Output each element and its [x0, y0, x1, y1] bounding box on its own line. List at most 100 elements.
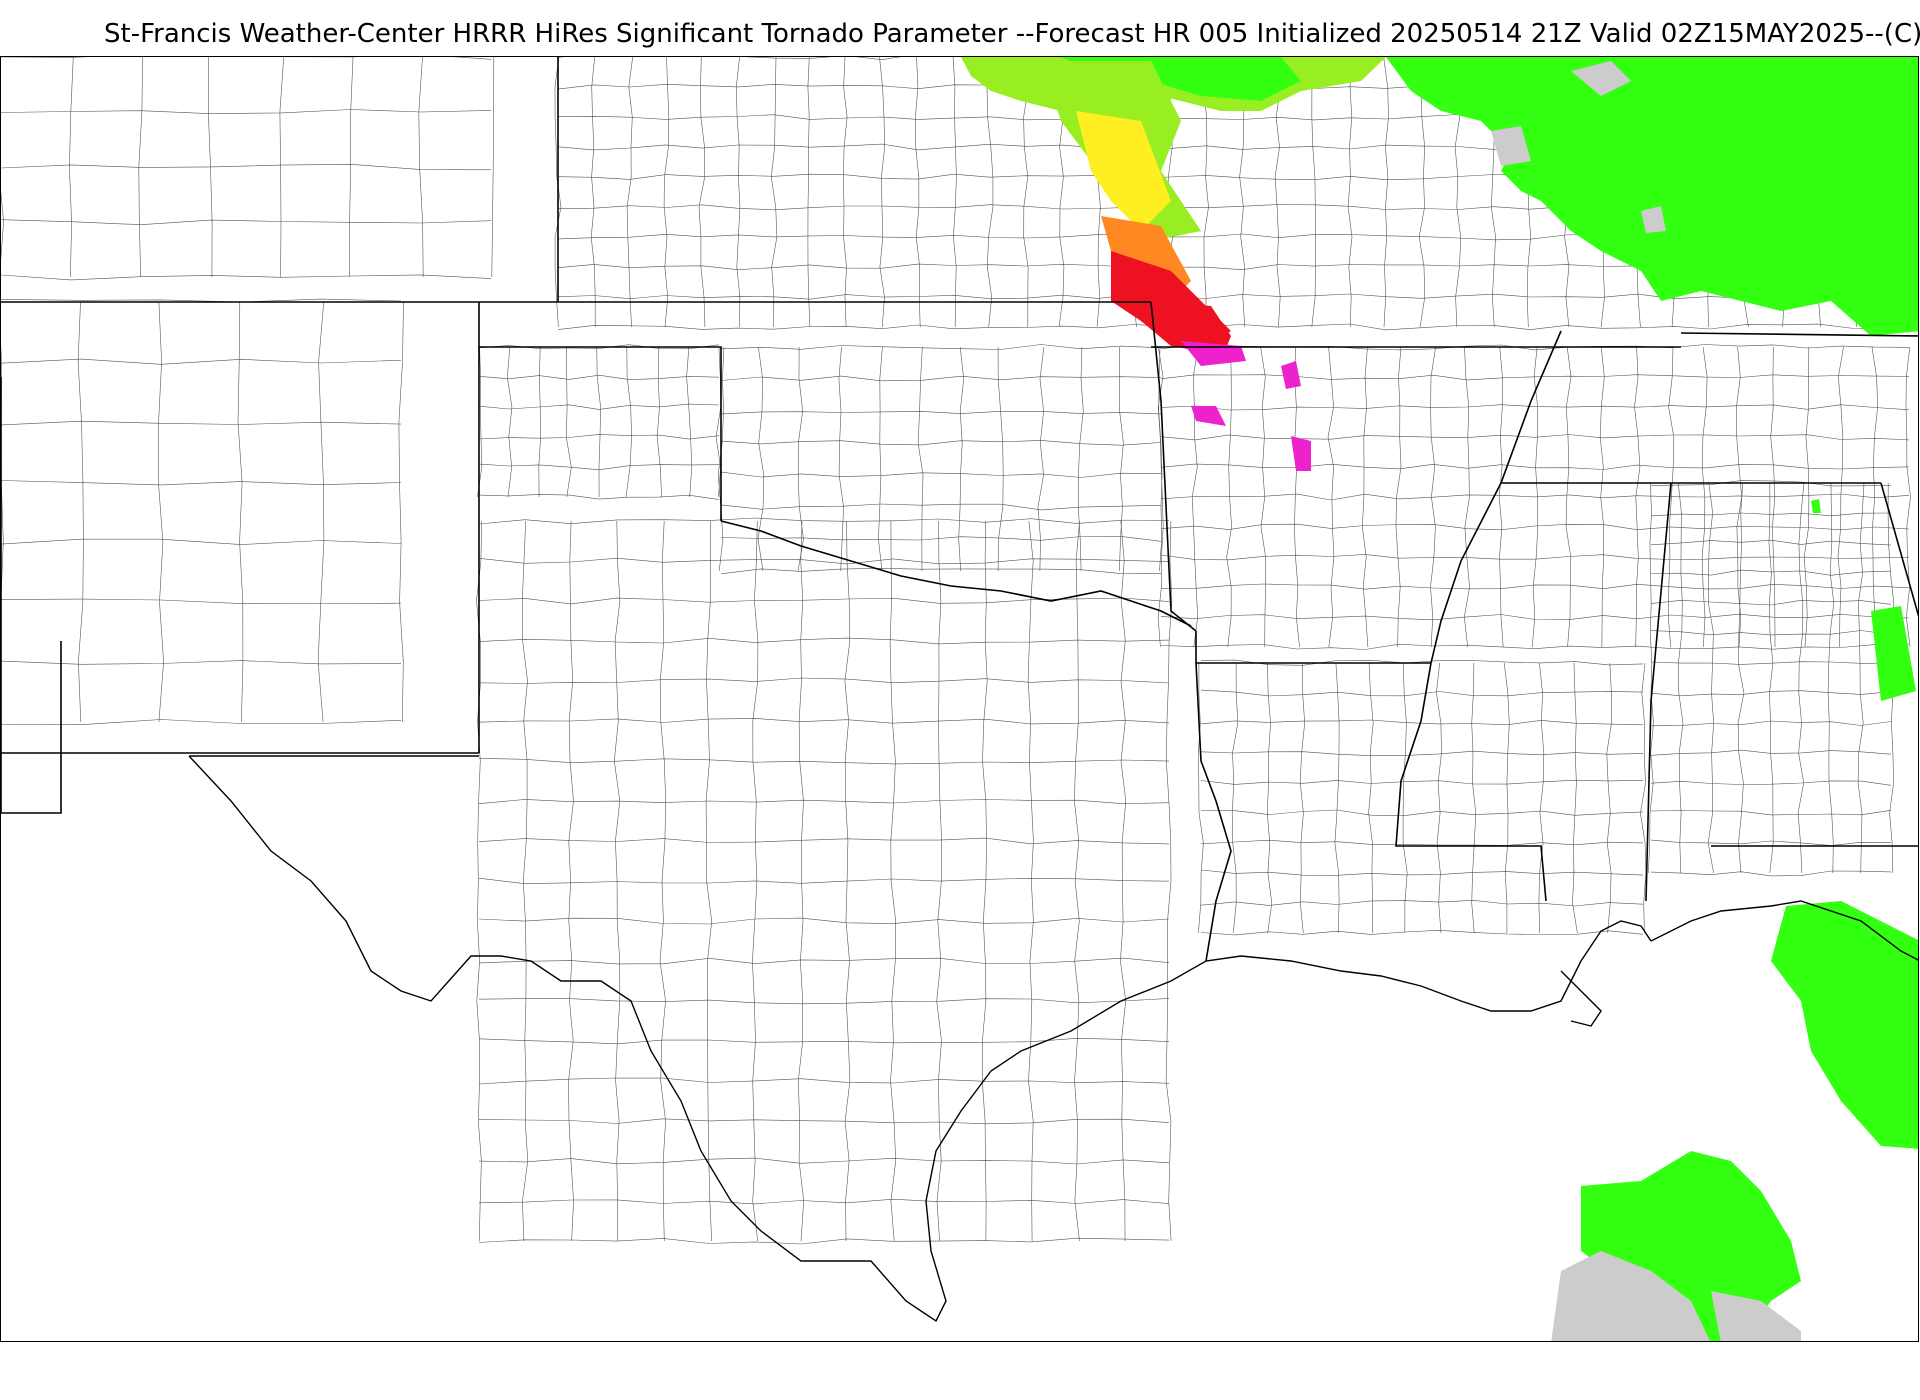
county-line	[1650, 810, 1892, 816]
county-line	[878, 346, 883, 572]
county-line	[478, 799, 1170, 805]
county-line	[1737, 482, 1745, 874]
county-line	[279, 57, 284, 278]
county-line	[1650, 870, 1892, 877]
county-line	[568, 520, 574, 1242]
county-line	[1, 719, 402, 726]
county-line	[1650, 539, 1892, 546]
county-line	[1, 274, 492, 281]
county-line	[1334, 662, 1340, 934]
county-line	[720, 344, 1162, 350]
county-line	[1650, 749, 1892, 756]
county-line	[1667, 346, 1675, 648]
county-line	[1160, 404, 1910, 411]
county-line	[158, 301, 164, 723]
green-strip-east	[1871, 606, 1916, 701]
county-line	[1200, 839, 1644, 846]
county-line	[1678, 482, 1684, 874]
county-line	[1857, 482, 1865, 874]
county-line	[478, 837, 1170, 845]
county-line	[77, 301, 84, 723]
county-line	[521, 520, 529, 1242]
county-line	[1383, 57, 1389, 328]
county-line	[1503, 662, 1510, 933]
county-line	[590, 57, 596, 327]
county-line	[1463, 346, 1470, 648]
green-dot-east	[1811, 499, 1821, 513]
county-line	[478, 1237, 1170, 1245]
county-line	[917, 346, 924, 572]
county-line	[1299, 662, 1306, 934]
county-line	[1837, 346, 1844, 648]
county-line	[478, 557, 1170, 565]
county-line	[1078, 346, 1084, 572]
county-line	[1648, 482, 1654, 874]
county-line	[478, 1077, 1170, 1085]
county-line	[1200, 899, 1644, 907]
county-line	[1471, 662, 1477, 934]
county-line	[613, 520, 621, 1242]
county-line	[478, 637, 1170, 645]
county-line	[1650, 780, 1892, 786]
county-line	[1650, 512, 1892, 517]
county-line	[237, 301, 244, 723]
gray-gulf-south	[1551, 1251, 1711, 1341]
county-line	[1650, 720, 1892, 727]
county-line	[1160, 434, 1910, 441]
map-title: St-Francis Weather-Center HRRR HiRes Sig…	[104, 19, 1920, 49]
state-borders	[1, 57, 1918, 962]
county-line	[986, 57, 994, 328]
forecast-map[interactable]	[0, 56, 1919, 1342]
county-line	[538, 346, 541, 498]
county-line	[1827, 482, 1835, 874]
county-line	[1531, 346, 1539, 648]
county-line	[757, 346, 765, 572]
county-line	[1200, 719, 1644, 726]
county-line	[1, 109, 492, 115]
county-line	[138, 57, 143, 278]
gray-patch-north-2	[1491, 126, 1531, 166]
county-line	[720, 471, 1162, 478]
county-line	[1650, 569, 1892, 576]
green-gulf-south	[1581, 1151, 1801, 1341]
county-line	[478, 1037, 1170, 1045]
county-line	[1606, 662, 1612, 934]
county-line	[554, 57, 562, 328]
county-line	[1707, 482, 1715, 874]
county-line	[1650, 630, 1892, 636]
county-line	[735, 57, 741, 328]
county-line	[478, 1157, 1170, 1165]
county-line	[1, 420, 402, 426]
gray-gulf-south-2	[1711, 1291, 1801, 1341]
county-line	[1361, 346, 1369, 648]
county-line	[1634, 346, 1641, 648]
county-line	[1160, 554, 1910, 561]
county-line	[1701, 346, 1708, 648]
county-line	[1436, 662, 1442, 934]
county-line	[1160, 583, 1910, 590]
county-line	[720, 536, 1162, 542]
county-line	[1768, 482, 1774, 874]
county-line	[1803, 346, 1810, 648]
county-line	[478, 597, 1170, 605]
county-line	[1599, 346, 1605, 648]
county-line	[879, 57, 886, 328]
county-line	[1160, 463, 1910, 470]
county-line	[981, 520, 988, 1242]
county-line	[1, 598, 402, 604]
county-line	[1294, 346, 1300, 648]
county-line	[477, 346, 483, 498]
county-line	[1074, 520, 1080, 1242]
county-line	[1905, 346, 1911, 648]
county-line	[720, 503, 1162, 511]
county-line	[1418, 57, 1426, 328]
county-line	[478, 998, 1170, 1005]
county-line	[1, 298, 402, 303]
county-line	[705, 520, 713, 1242]
county-line	[656, 346, 662, 498]
county-line	[491, 57, 495, 278]
gray-patch-north-1	[1571, 61, 1631, 96]
county-line	[770, 57, 778, 328]
county-line	[506, 346, 513, 498]
county-line	[478, 758, 1170, 765]
